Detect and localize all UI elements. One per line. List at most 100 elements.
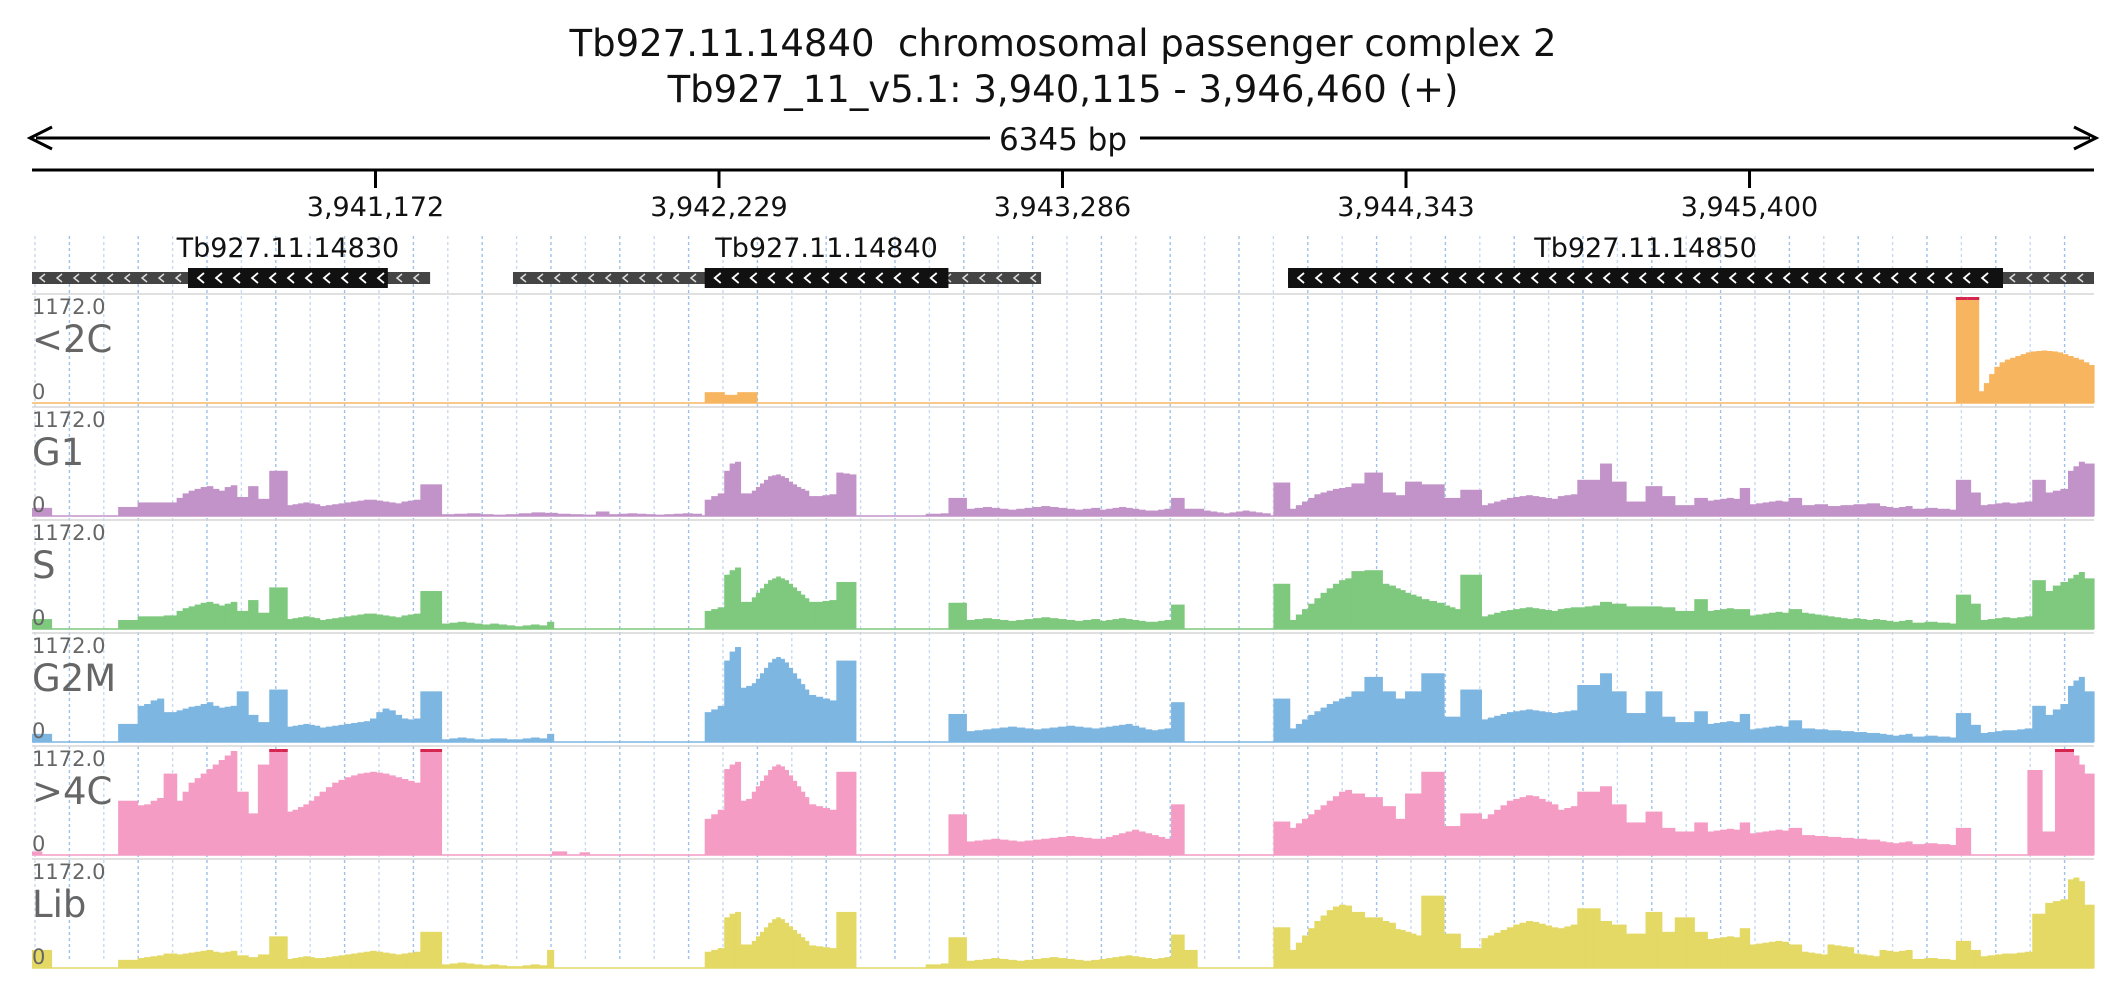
coverage-bar [1955,827,1964,855]
coverage-bar [1339,580,1346,629]
coverage-bar [547,733,555,742]
clip-marker [2061,749,2069,752]
coverage-bar [297,617,304,629]
coverage-bar [1242,510,1250,516]
coverage-bar [357,722,365,742]
strand-chevron [689,273,697,283]
coverage-bar [275,689,282,742]
clip-marker [1972,297,1980,300]
coverage-bar [954,814,961,855]
coverage-bar [1899,842,1907,855]
coverage-bar [960,497,967,516]
coverage-bar [792,673,798,742]
coverage-bar [1112,507,1120,516]
coverage-bar [1668,607,1676,629]
coverage-bar [1481,719,1489,742]
coverage-bar [1538,923,1546,968]
coverage-bar [1467,489,1475,516]
span-arrow-right [2073,125,2100,151]
coverage-bar [457,737,467,742]
coverage-bar [1681,722,1689,742]
coverage-bar [297,957,304,968]
coverage-bar [319,791,327,855]
coverage-bar [1532,496,1540,516]
coverage-bar [1600,673,1607,742]
coverage-bar [314,504,321,516]
coverage-bar [1197,508,1205,516]
coverage-bar [1444,716,1451,742]
coverage-bar [1975,949,1981,968]
coverage-bar [2073,680,2080,742]
ymax-label: 1172.0 [32,521,105,545]
strand-chevron [38,273,46,283]
coverage-bar [1707,723,1715,742]
coverage-bar [395,503,403,516]
strand-chevron [1746,272,1755,284]
coverage-bar [1584,479,1594,516]
coverage-bar [137,616,147,629]
strand-chevron [655,273,663,283]
coverage-bar [1494,612,1502,629]
coverage-bar [751,791,757,855]
coverage-bar [768,476,773,516]
strand-chevron [536,273,544,283]
coverage-bar [1840,946,1848,968]
coverage-bar [1099,958,1107,968]
coverage-bar [1707,610,1715,629]
coverage-bar [1074,509,1084,516]
coverage-bar [1415,596,1422,629]
gene-cds [704,268,949,288]
strand-chevron [2008,273,2016,283]
coverage-bar [1190,949,1198,968]
coverage-bar [1415,481,1422,516]
coverage-bar [45,733,53,742]
coverage-bar [815,806,824,855]
coverage-bar [755,487,761,516]
coverage-bar [1506,497,1514,516]
coverage-bar [2009,618,2018,629]
coverage-bar [281,470,288,516]
coverage-bar [1726,721,1734,742]
coverage-bar [764,479,769,516]
coverage-bar [269,936,276,968]
coverage-bar [1840,618,1848,629]
coverage-bar [325,726,333,742]
coverage-bar [514,626,524,629]
coverage-bar [176,954,184,968]
coverage-bar [38,949,46,968]
coverage-bar [388,616,396,629]
coverage-bar [395,954,403,968]
coverage-bar [407,614,415,629]
coverage-bar [1138,509,1146,516]
coverage-bar [1626,606,1634,629]
coverage-bar [645,514,656,516]
coverage-bar [1937,958,1944,968]
coverage-bar [1421,771,1430,855]
coverage-bar [369,613,377,629]
coverage-bar [836,771,844,855]
coverage-bar [1886,950,1894,968]
coverage-bar [1474,948,1483,968]
coverage-bar [531,512,545,516]
coverage-bar [344,954,352,968]
coverage-bar [427,691,436,742]
coverage-bar [287,505,294,516]
coverage-bar [780,766,785,855]
coverage-bar [788,667,794,742]
coverage-bar [1405,793,1412,855]
coverage-bar [1106,619,1114,629]
coverage-bar [1171,702,1179,742]
coverage-bar [1487,814,1495,855]
coverage-bar [1808,613,1816,629]
strand-chevron [1620,272,1629,284]
coverage-bar [991,619,1001,629]
coverage-bar [482,624,491,629]
strand-chevron [1962,272,1971,284]
coverage-bar [242,691,249,742]
coverage-bar [999,727,1009,742]
coverage-bar [751,597,757,629]
coverage-bar [1739,822,1746,855]
coverage-bar [150,956,158,968]
coverage-bar [808,496,817,516]
coverage-bar [1545,497,1553,516]
